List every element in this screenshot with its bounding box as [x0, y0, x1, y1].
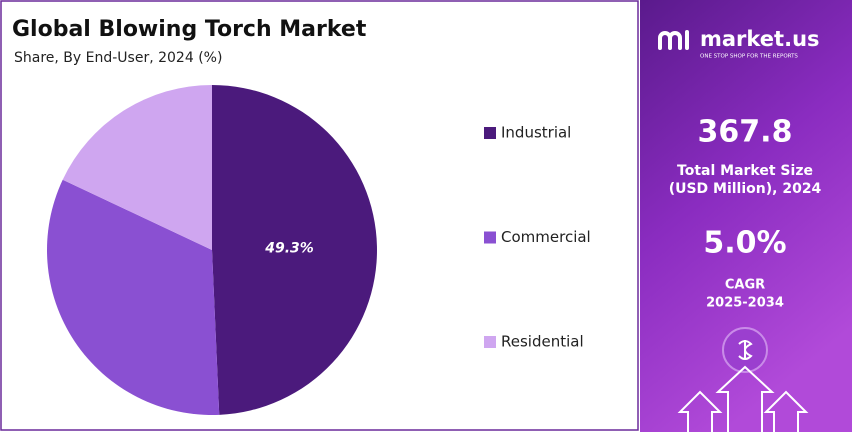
cagr: 5.0%	[703, 226, 786, 261]
tagline: ONE STOP SHOP FOR THE REPORTS	[700, 54, 798, 60]
cagr-label: CAGR	[725, 278, 765, 293]
market-size: 367.8	[698, 115, 793, 150]
cagr-label: 2025-2034	[706, 296, 784, 311]
legend-label: Commercial	[501, 228, 591, 246]
market-size-label: (USD Million), 2024	[669, 181, 822, 197]
pie-slice	[47, 179, 220, 415]
market-size-label: Total Market Size	[677, 163, 813, 179]
legend-label: Residential	[501, 333, 584, 351]
legend-swatch	[484, 336, 496, 348]
legend-swatch	[484, 127, 496, 139]
chart-subtitle: Share, By End-User, 2024 (%)	[14, 50, 222, 66]
logo-icon	[658, 30, 689, 50]
brand: market.us	[700, 27, 820, 51]
data-label: 49.3%	[264, 240, 314, 256]
decor-arrows	[677, 327, 809, 432]
legend-label: Industrial	[501, 124, 571, 142]
pie-slice	[62, 85, 212, 250]
pie-slice	[212, 85, 377, 415]
legend-swatch	[484, 231, 496, 244]
chart-title: Global Blowing Torch Market	[12, 17, 367, 42]
